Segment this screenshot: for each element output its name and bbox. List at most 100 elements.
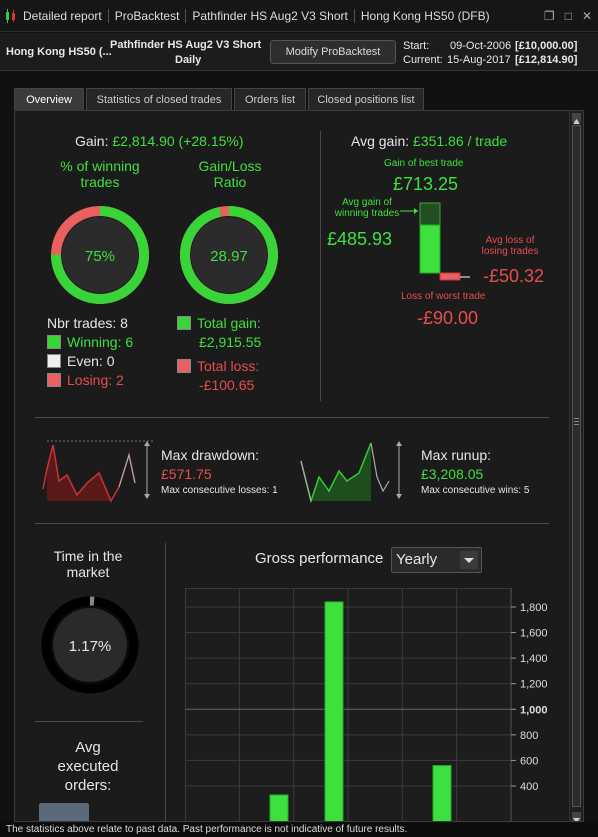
best-trade-value: £713.25 (393, 174, 459, 194)
performance-bar (432, 765, 452, 821)
losing-count-text: Losing: 2 (67, 372, 124, 388)
tab-overview[interactable]: Overview (14, 88, 84, 110)
instrument-name: Hong Kong HS50 (... (6, 46, 112, 58)
total-gain-value: £2,915.55 (199, 334, 262, 350)
ratio-value: 28.97 (210, 248, 248, 265)
avg-loss-label-line1: Avg loss of (485, 235, 535, 246)
current-date: 15-Aug-2017 (447, 54, 511, 66)
time-market-donut: 1.17% (41, 596, 139, 694)
losing-swatch (47, 373, 61, 387)
y-tick-label: 1,800 (520, 602, 548, 614)
worst-trade-label: Loss of worst trade (401, 291, 486, 302)
time-market-line2: market (66, 564, 110, 580)
winning-pct: 75% (85, 248, 115, 265)
close-icon[interactable]: ✕ (581, 9, 592, 23)
avg-gain-line: Avg gain: £351.86 / trade (351, 133, 507, 149)
divider-2 (35, 523, 549, 524)
gain-line: Gain: £2,814.90 (+28.15%) (75, 133, 244, 149)
nbr-trades: Nbr trades: 8 (47, 315, 128, 331)
tab-bar: Overview Statistics of closed trades Ord… (0, 88, 598, 110)
scroll-thumb[interactable] (572, 125, 581, 807)
period-select[interactable]: Yearly (391, 547, 482, 573)
avg-win-label-line1: Avg gain of (342, 197, 392, 208)
total-loss: Total loss: (177, 358, 259, 374)
crumb-probacktest[interactable]: ProBacktest (114, 8, 180, 23)
tab-orders-list[interactable]: Orders list (234, 88, 306, 110)
crumb-instrument[interactable]: Hong Kong HS50 (DFB) (360, 8, 490, 23)
tab-statistics[interactable]: Statistics of closed trades (86, 88, 232, 110)
total-gain-label: Total gain: (197, 315, 261, 331)
report-header: Hong Kong HS50 (... Pathfinder HS Aug2 V… (0, 33, 598, 71)
winning-swatch (47, 335, 61, 349)
section-divider-2 (165, 543, 166, 821)
modify-probacktest-button[interactable]: Modify ProBacktest (270, 40, 396, 64)
avg-loss-label: Avg loss of losing trades (477, 235, 543, 257)
even-count-text: Even: 0 (67, 353, 115, 369)
gross-performance-chart: 1,800 1,600 1,400 1,200 1,000 800 600 400 (185, 588, 548, 821)
winning-count: Winning: 6 (47, 334, 133, 350)
overview-panel: Gain: £2,814.90 (+28.15%) % of winning t… (14, 110, 584, 822)
tab-closed-positions[interactable]: Closed positions list (308, 88, 424, 110)
winning-title-line2: trades (80, 174, 120, 190)
ratio-title-line2: Ratio (213, 174, 247, 190)
period-select-value: Yearly (396, 551, 438, 568)
max-consecutive-wins: Max consecutive wins: 5 (421, 485, 530, 496)
avg-exec-line1: Avg (75, 739, 101, 756)
scroll-down-icon[interactable] (572, 812, 581, 821)
restore-icon[interactable]: ❐ (543, 9, 555, 23)
gross-performance-label: Gross performance (255, 550, 384, 567)
current-capital: [£12,814.90] (515, 54, 578, 66)
max-drawdown-value: £571.75 (161, 466, 212, 482)
start-date: 09-Oct-2006 (450, 40, 512, 52)
best-trade-label: Gain of best trade (384, 158, 464, 169)
avg-win-label-line2: winning trades (334, 208, 400, 219)
total-loss-label: Total loss: (197, 358, 260, 374)
chevron-down-icon[interactable] (460, 551, 478, 569)
divider-3 (35, 721, 143, 722)
avg-loss-value: -£50.32 (483, 266, 545, 286)
total-gain: Total gain: (177, 315, 261, 331)
even-swatch (47, 354, 61, 368)
start-capital: [£10,000.00] (515, 40, 578, 52)
section-divider (320, 131, 321, 401)
crumb-system[interactable]: Pathfinder HS Aug2 V3 Short (192, 8, 348, 23)
gain-label: Gain: (75, 133, 109, 149)
y-tick-label: 800 (520, 730, 538, 742)
system-name: Pathfinder HS Aug2 V3 Short (110, 39, 262, 51)
even-count: Even: 0 (47, 353, 114, 369)
timeframe: Daily (175, 54, 202, 66)
max-runup-value: £3,208.05 (421, 466, 484, 482)
executed-orders-icon (39, 803, 89, 821)
avg-exec-title: Avg executed orders: (35, 738, 141, 795)
winning-donut: 75% (51, 206, 149, 304)
winning-count-text: Winning: 6 (67, 334, 134, 350)
avg-gain-value: £351.86 / trade (413, 133, 508, 149)
time-market-value: 1.17% (69, 638, 112, 655)
avg-loss-label-line2: losing trades (481, 246, 539, 257)
y-tick-label: 400 (520, 781, 538, 793)
maximize-icon[interactable]: □ (564, 9, 572, 23)
avg-gain-label: Avg gain: (351, 133, 410, 149)
app-icon (5, 8, 17, 23)
ratio-title: Gain/Loss Ratio (175, 158, 285, 190)
time-market-line1: Time in the (53, 548, 123, 564)
gain-value: £2,814.90 (+28.15%) (112, 133, 244, 149)
winning-title: % of winning trades (45, 158, 155, 190)
ratio-donut: 28.97 (180, 206, 278, 304)
crumb-detailed-report[interactable]: Detailed report (23, 8, 102, 23)
ratio-title-line1: Gain/Loss (198, 158, 262, 174)
trade-range-chart (400, 202, 470, 281)
y-tick-label: 1,400 (520, 653, 548, 665)
vertical-scrollbar[interactable] (569, 111, 583, 821)
total-loss-swatch (177, 359, 191, 373)
max-drawdown-label: Max drawdown: (161, 447, 260, 463)
avg-exec-line2: executed (57, 758, 119, 775)
max-runup-label: Max runup: (421, 447, 492, 463)
total-gain-swatch (177, 316, 191, 330)
time-market-title: Time in the market (35, 548, 141, 580)
scroll-up-icon[interactable] (572, 113, 581, 124)
y-tick-label: 1,600 (520, 628, 548, 640)
y-tick-label: 1,000 (520, 704, 548, 716)
runup-chart (300, 441, 402, 503)
losing-count: Losing: 2 (47, 372, 124, 388)
